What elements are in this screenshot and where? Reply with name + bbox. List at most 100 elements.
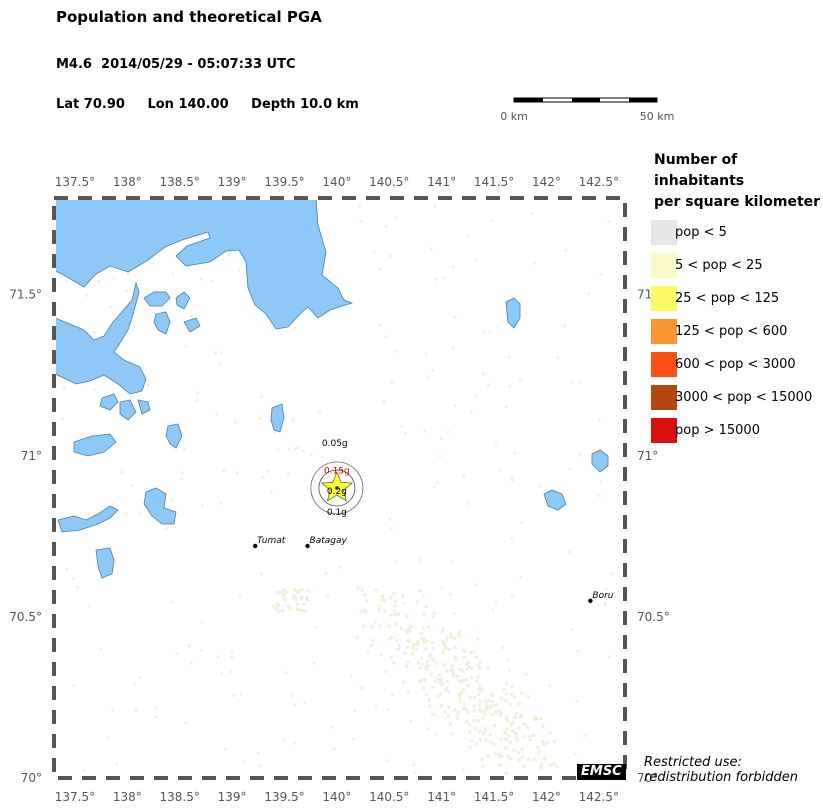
- longitude-tick-label-bottom: 140.5°: [369, 790, 409, 804]
- magnitude-label: M4.6: [56, 57, 92, 72]
- pga-contour-label: 0.15g: [324, 466, 350, 476]
- town-label: Batagay: [310, 536, 348, 546]
- lake-15: [591, 449, 609, 473]
- lake-9: [73, 433, 117, 457]
- longitude-tick-label-top: 137.5°: [55, 175, 95, 189]
- longitude-ticks-top: 137.5° 138° 138.5° 139° 139.5° 140° 140.5° 141°…: [55, 175, 619, 189]
- legend-item: 125 < pop < 600: [651, 319, 821, 346]
- page-title: Population and theoretical PGA: [56, 8, 322, 26]
- lake-12: [57, 505, 119, 533]
- legend-label: 5 < pop < 25: [675, 258, 763, 273]
- lake-14: [505, 297, 521, 329]
- town-label: Boru: [592, 591, 613, 601]
- lake-10: [270, 403, 285, 433]
- longitude-tick-label-bottom: 141°: [427, 790, 456, 804]
- longitude-tick-label-bottom: 139°: [218, 790, 247, 804]
- legend-swatch: [651, 253, 677, 278]
- pga-contour-label: 0.1g: [327, 508, 347, 518]
- sea-bay: [54, 198, 354, 330]
- legend-item: 3000 < pop < 15000: [651, 385, 821, 412]
- latitude-tick-label-left: 70°: [21, 771, 42, 785]
- latitude-ticks-right: 70°70.5°71°71.5°: [637, 288, 670, 785]
- town-marker: [588, 598, 593, 603]
- legend-swatch: [651, 319, 677, 344]
- lake-13: [95, 547, 115, 579]
- event-coordinates: Lat 70.90 Lon 140.00 Depth 10.0 km: [56, 97, 377, 112]
- longitude-label: Lon 140.00: [147, 97, 229, 112]
- town-marker: [305, 543, 310, 549]
- longitude-tick-label-top: 138.5°: [160, 175, 200, 189]
- latitude-tick-label-right: 70°: [637, 771, 658, 785]
- longitude-tick-label-bottom: 137.5°: [55, 790, 95, 804]
- lake-6: [119, 399, 137, 421]
- emsc-logo: EMSC: [577, 764, 626, 780]
- lake-1: [143, 291, 171, 307]
- longitude-tick-label-top: 142.5°: [579, 175, 619, 189]
- longitude-tick-label-top: 141°: [427, 175, 456, 189]
- pga-contour-labels: 0.05g 0.15g 0.2g 0.1g: [322, 439, 350, 518]
- map-frame: [52, 196, 627, 780]
- scale-start-label: 0 km: [500, 110, 528, 123]
- pga-contour-inner: [318, 469, 356, 507]
- longitude-tick-label-top: 139°: [218, 175, 247, 189]
- lake-11: [143, 487, 177, 525]
- legend-swatch: [651, 418, 677, 443]
- legend-swatch: [651, 385, 677, 410]
- town-markers: Tumat Batagay Boru: [252, 536, 614, 603]
- legend-label: 600 < pop < 3000: [675, 357, 796, 372]
- pga-contours: 0.05g 0.15g 0.2g 0.1g: [310, 439, 364, 518]
- legend-label: pop > 15000: [675, 423, 760, 438]
- epicenter-dot: [335, 486, 339, 490]
- lake-large-west: [54, 281, 147, 395]
- longitude-tick-label-top: 141.5°: [474, 175, 514, 189]
- longitude-tick-label-bottom: 138.5°: [160, 790, 200, 804]
- longitude-tick-label-bottom: 138°: [113, 790, 142, 804]
- pga-contour-label: 0.05g: [322, 439, 348, 449]
- longitude-tick-label-bottom: 142°: [532, 790, 561, 804]
- longitude-tick-label-bottom: 140°: [322, 790, 351, 804]
- legend-item: 25 < pop < 125: [651, 286, 821, 313]
- legend-swatch: [651, 352, 677, 377]
- legend-label: 25 < pop < 125: [675, 291, 780, 306]
- longitude-tick-label-top: 140°: [322, 175, 351, 189]
- legend-label: 125 < pop < 600: [675, 324, 788, 339]
- town-marker: [252, 543, 258, 549]
- latitude-tick-label-left: 70.5°: [9, 610, 42, 624]
- longitude-tick-label-bottom: 142.5°: [579, 790, 619, 804]
- latitude-tick-label-left: 71.5°: [9, 288, 42, 302]
- lake-7: [137, 399, 151, 415]
- legend-swatch: [651, 286, 677, 311]
- pga-contour-label: 0.2g: [327, 487, 347, 497]
- pga-contour-outer: [310, 461, 364, 515]
- water-bodies: [54, 198, 609, 579]
- longitude-tick-label-bottom: 139.5°: [264, 790, 304, 804]
- legend-swatch: [651, 220, 677, 245]
- legend-label: 3000 < pop < 15000: [675, 390, 813, 405]
- restricted-use-notice: Restricted use: redistribution forbidden: [644, 755, 799, 785]
- latitude-tick-label-left: 71°: [21, 449, 42, 463]
- legend-item: 5 < pop < 25: [651, 253, 821, 280]
- depth-label: Depth 10.0 km: [251, 97, 359, 112]
- event-datetime: 2014/05/29 - 05:07:33 UTC: [101, 57, 296, 72]
- longitude-tick-label-top: 138°: [113, 175, 142, 189]
- lake-4: [183, 317, 201, 333]
- event-subtitle: M4.6 2014/05/29 - 05:07:33 UTC: [56, 57, 296, 72]
- latitude-tick-label-right: 71°: [637, 449, 658, 463]
- legend-item: pop > 15000: [651, 418, 821, 445]
- longitude-tick-label-top: 142°: [532, 175, 561, 189]
- lake-3: [153, 311, 171, 335]
- legend-item: 600 < pop < 3000: [651, 352, 821, 379]
- lake-8: [165, 423, 183, 449]
- legend-label: pop < 5: [675, 225, 727, 240]
- longitude-tick-label-top: 139.5°: [264, 175, 304, 189]
- longitude-ticks-bottom: 137.5° 138° 138.5° 139° 139.5° 140° 140.5° 141°…: [55, 790, 619, 804]
- latitude-tick-label-right: 70.5°: [637, 610, 670, 624]
- latitude-label: Lat 70.90: [56, 97, 125, 112]
- legend-item: pop < 5: [651, 220, 821, 247]
- lake-16: [543, 489, 567, 511]
- longitude-tick-label-top: 140.5°: [369, 175, 409, 189]
- scale-end-label: 50 km: [640, 110, 675, 123]
- lake-5: [99, 393, 119, 411]
- scale-bar: 0 km 50 km: [500, 97, 675, 123]
